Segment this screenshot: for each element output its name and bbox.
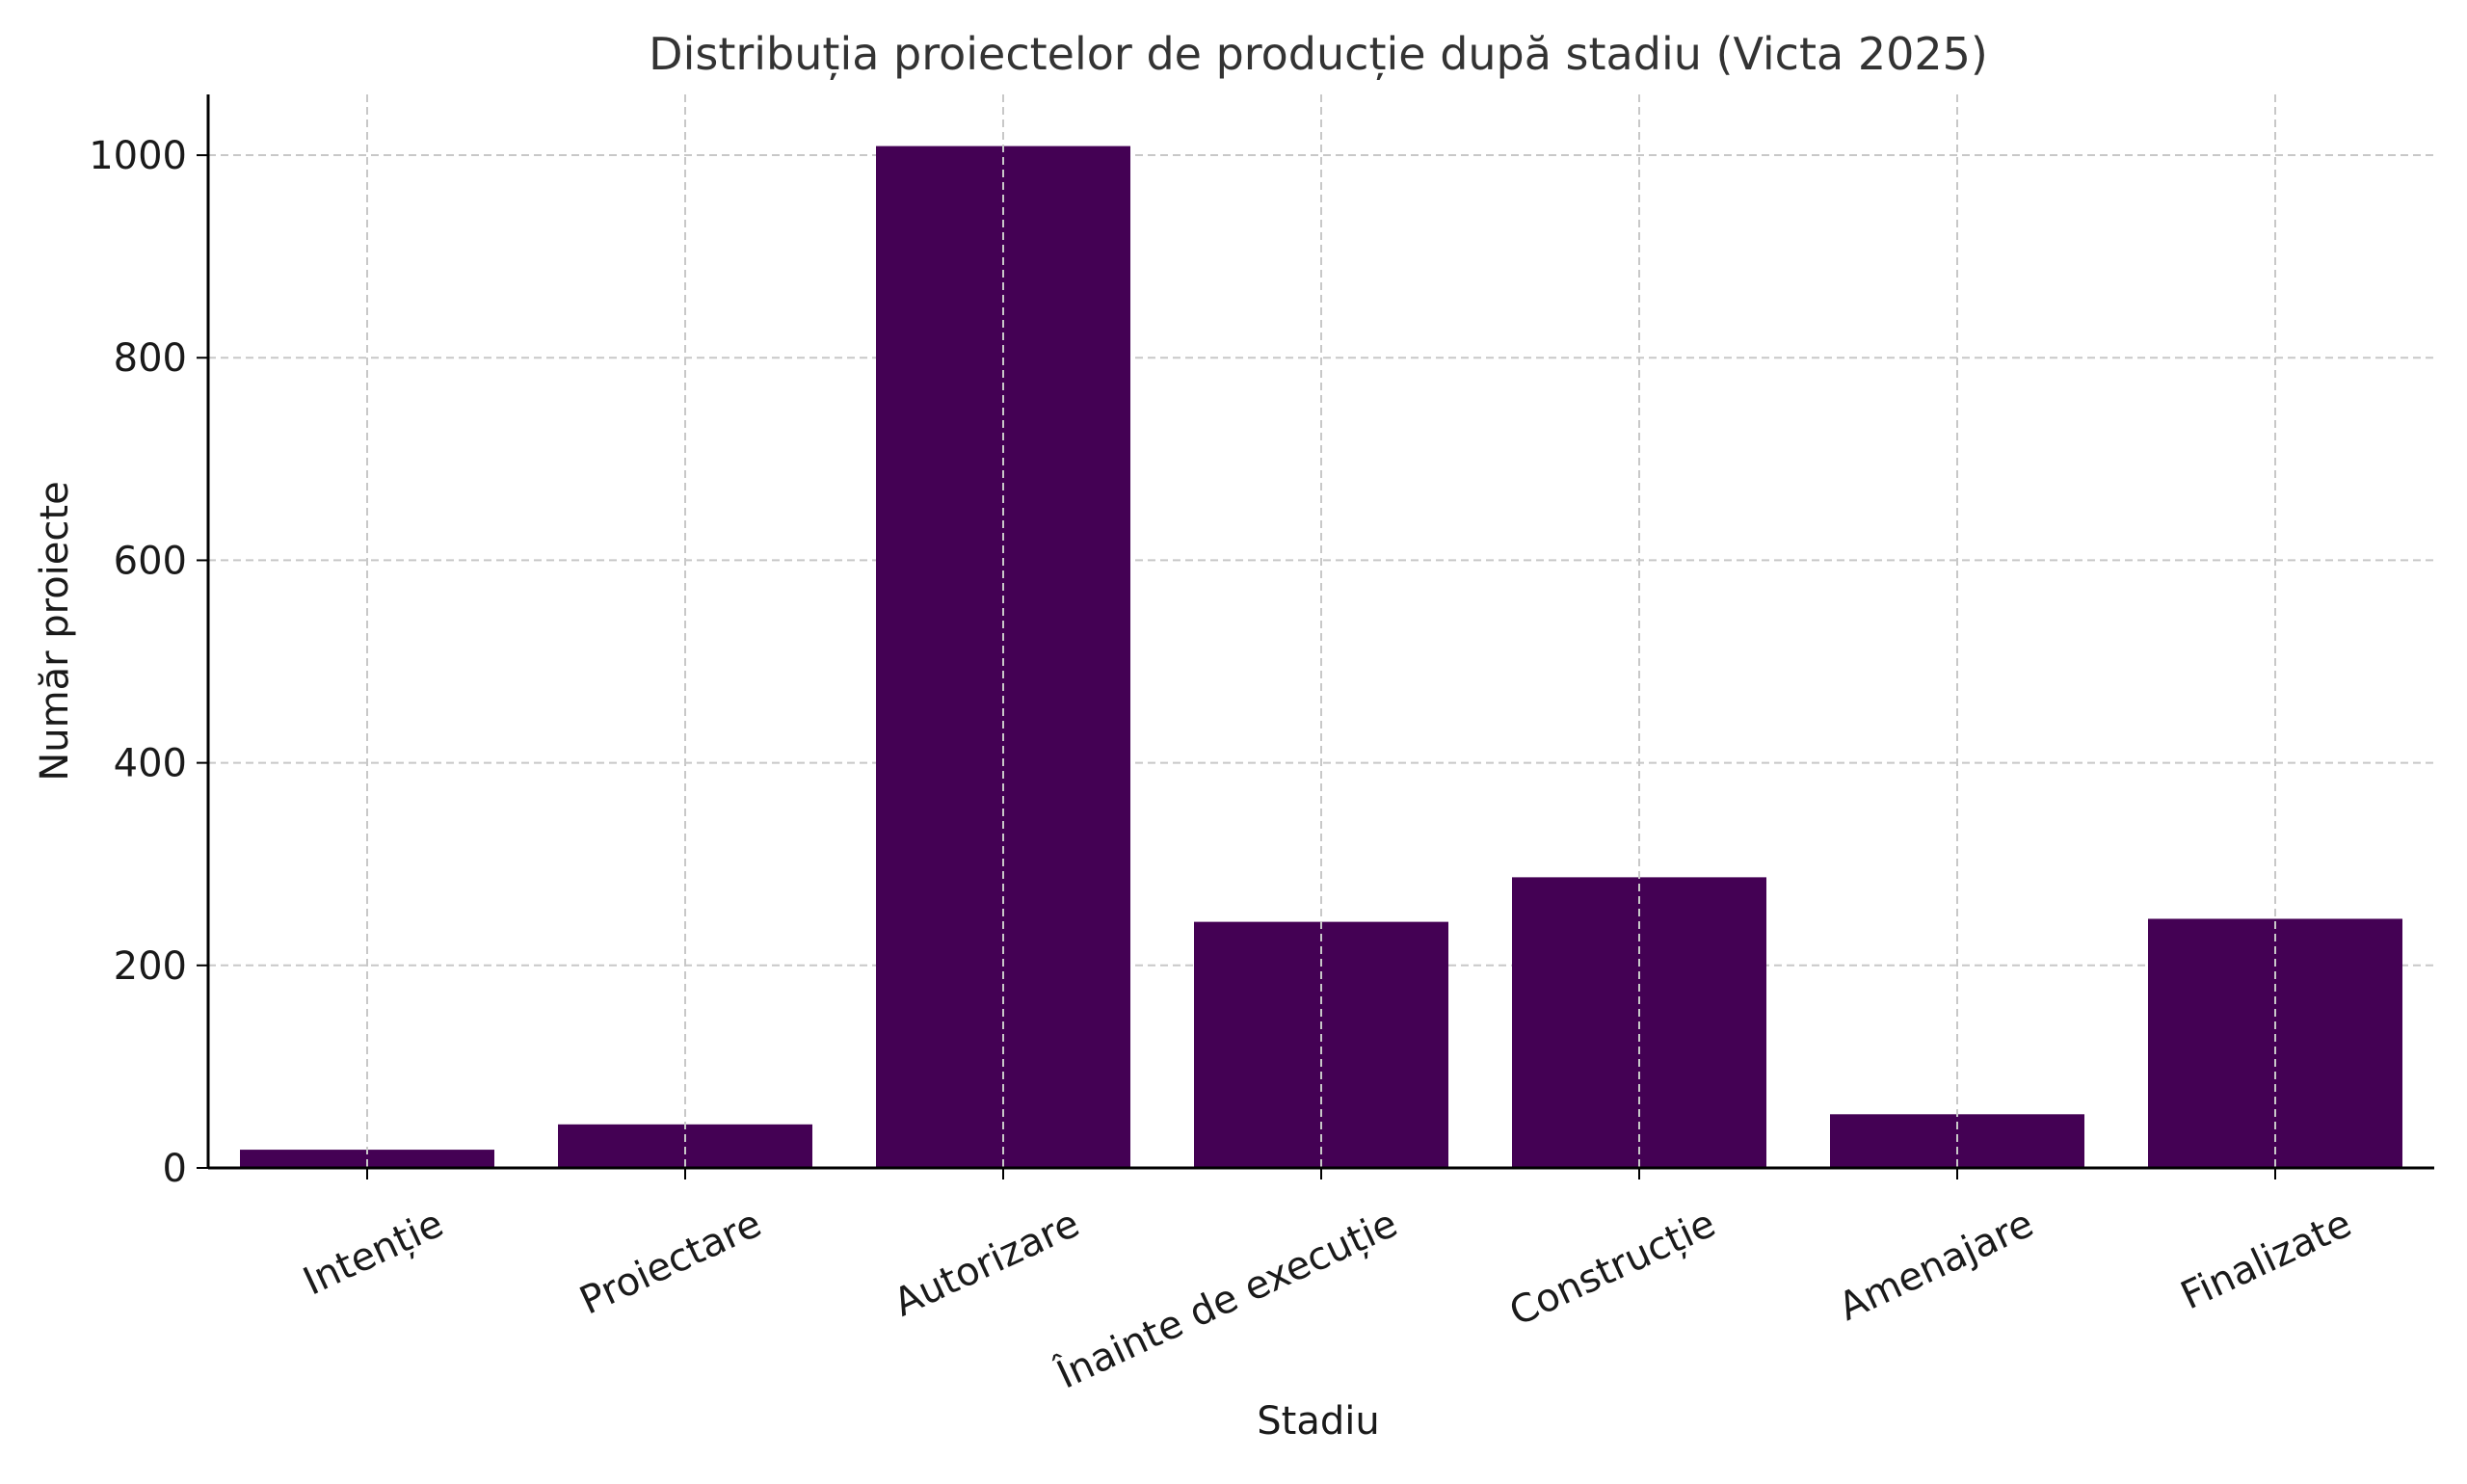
- y-axis-label: Număr proiecte: [33, 481, 77, 781]
- y-tick-label: 1000: [89, 134, 187, 178]
- bar: [1194, 921, 1448, 1168]
- y-tick-label: 200: [114, 944, 187, 989]
- y-tick-label: 400: [114, 742, 187, 786]
- x-tick-label: Construcție: [1503, 1202, 1722, 1336]
- x-axis-label: Stadiu: [1257, 1399, 1379, 1444]
- x-tick-label: Autorizare: [888, 1202, 1086, 1326]
- grid-lines: [208, 154, 2434, 967]
- bar: [2148, 918, 2402, 1168]
- y-tick-label: 600: [114, 539, 187, 583]
- vertical-grid-lines: [366, 94, 2276, 1168]
- chart-title: Distribuția proiectelor de producție dup…: [649, 28, 1988, 81]
- x-tick-label: Proiectare: [573, 1202, 768, 1324]
- y-tick-labels: 0 200 400 600 800 1000: [89, 134, 187, 1191]
- x-tick-label: Finalizate: [2174, 1202, 2358, 1319]
- axes: [197, 94, 2434, 1179]
- x-tick-label: Înainte de execuție: [1048, 1200, 1404, 1398]
- x-tick-label: Intenție: [297, 1202, 450, 1305]
- x-tick-label: Amenajare: [1832, 1202, 2040, 1330]
- y-tick-label: 0: [163, 1147, 187, 1191]
- y-tick-label: 800: [114, 336, 187, 381]
- bar: [240, 1150, 494, 1168]
